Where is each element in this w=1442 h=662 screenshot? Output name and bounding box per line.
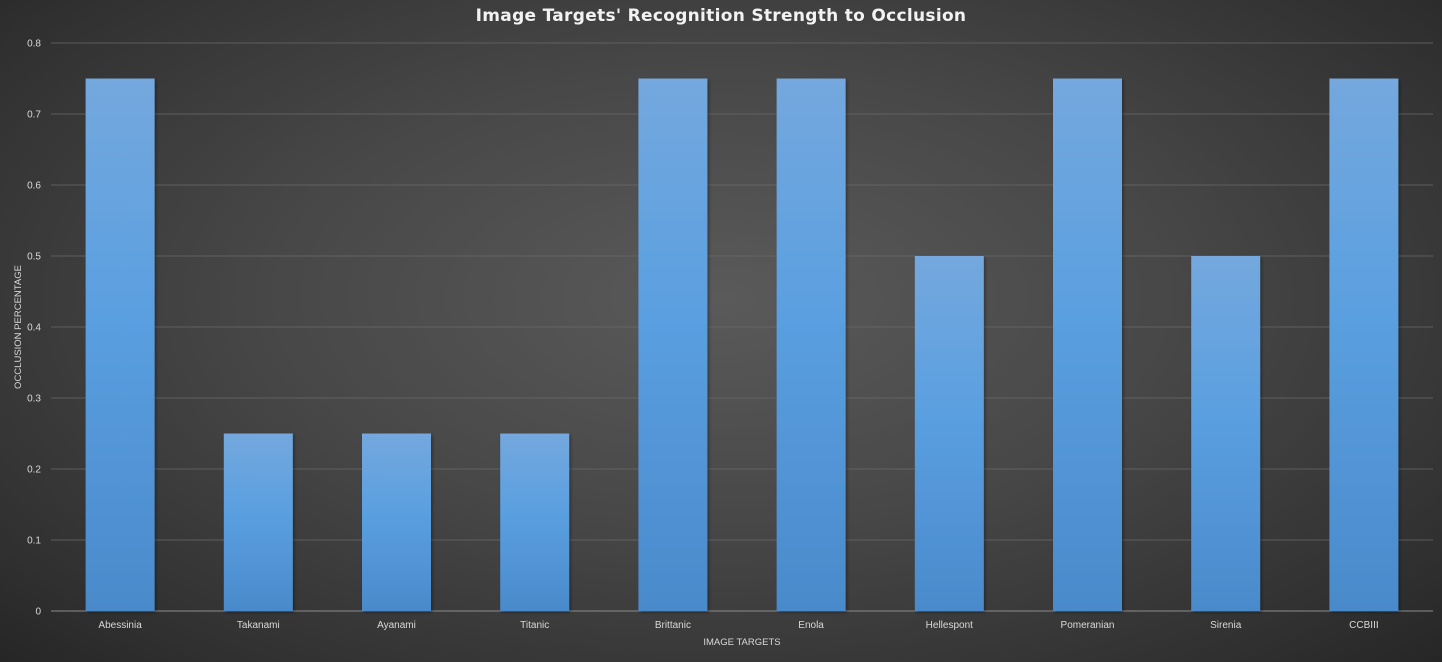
bar-brittanic [638, 78, 708, 611]
x-tick-label: Brittanic [655, 620, 691, 631]
y-tick-label: 0.8 [27, 39, 41, 50]
x-tick-label: Takanami [237, 620, 280, 631]
x-tick-label: Enola [798, 620, 824, 631]
bars [85, 78, 1399, 611]
bar-enola [776, 78, 846, 611]
y-tick-label: 0.6 [27, 181, 41, 192]
y-tick-label: 0.3 [27, 394, 41, 405]
y-tick-label: 0 [35, 607, 41, 618]
x-tick-label: Titanic [520, 620, 549, 631]
y-tick-label: 0.4 [27, 323, 41, 334]
y-axis-title: OCCLUSION PERCENTAGE [13, 265, 24, 389]
x-tick-label: CCBIII [1349, 620, 1378, 631]
x-tick-labels: Abessinia Takanami Ayanami Titanic Brittanic… [98, 620, 1378, 631]
bar-hellespont [914, 256, 984, 611]
y-tick-label: 0.7 [27, 110, 41, 121]
chart-title: Image Targets' Recognition Strength to O… [475, 6, 967, 26]
x-tick-label: Ayanami [377, 620, 416, 631]
bar-sirenia [1191, 256, 1261, 611]
y-tick-label: 0.5 [27, 252, 41, 263]
x-tick-label: Pomeranian [1061, 620, 1115, 631]
y-tick-label: 0.1 [27, 536, 41, 547]
bar-pomeranian [1053, 78, 1122, 611]
bar-takanami [223, 433, 293, 611]
x-axis-title: IMAGE TARGETS [703, 637, 780, 648]
x-tick-label: Hellespont [926, 620, 973, 631]
bar-ccbiii [1329, 78, 1399, 611]
bar-titanic [500, 433, 570, 611]
x-tick-label: Abessinia [98, 620, 142, 631]
y-tick-label: 0.2 [27, 465, 41, 476]
bar-ayanami [362, 433, 431, 611]
x-tick-label: Sirenia [1210, 620, 1242, 631]
bar-abessinia [85, 78, 155, 611]
y-tick-labels: 0 0.1 0.2 0.3 0.4 0.5 0.6 0.7 0.8 [27, 39, 41, 618]
